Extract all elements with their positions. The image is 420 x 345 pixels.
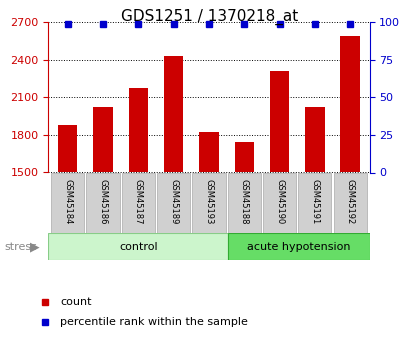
Text: acute hypotension: acute hypotension [247,242,351,252]
Text: GSM45193: GSM45193 [205,179,213,224]
Bar [234,142,254,172]
Bar [122,172,155,233]
Bar [58,125,77,172]
Text: GSM45184: GSM45184 [63,179,72,224]
Text: GSM45189: GSM45189 [169,179,178,224]
Bar [228,233,370,260]
Text: percentile rank within the sample: percentile rank within the sample [60,317,248,327]
Text: count: count [60,297,92,307]
Bar [129,88,148,172]
Text: control: control [119,242,158,252]
Bar [228,172,261,233]
Text: stress: stress [4,242,37,252]
Text: GSM45192: GSM45192 [346,179,354,224]
Bar [199,132,219,172]
Bar [157,172,190,233]
Text: GDS1251 / 1370218_at: GDS1251 / 1370218_at [121,9,299,25]
Text: GSM45187: GSM45187 [134,179,143,224]
Bar [305,107,325,172]
Bar [93,107,113,172]
Bar [298,172,331,233]
Text: GSM45190: GSM45190 [275,179,284,224]
Bar [333,172,367,233]
Bar [164,56,184,172]
Bar [341,36,360,172]
Text: ▶: ▶ [30,240,40,253]
Bar [270,71,289,172]
Text: GSM45188: GSM45188 [240,179,249,224]
Bar [87,172,120,233]
Text: GSM45191: GSM45191 [310,179,319,224]
Bar [263,172,296,233]
Bar [48,233,228,260]
Text: GSM45186: GSM45186 [99,179,108,224]
Bar [51,172,84,233]
Bar [192,172,226,233]
